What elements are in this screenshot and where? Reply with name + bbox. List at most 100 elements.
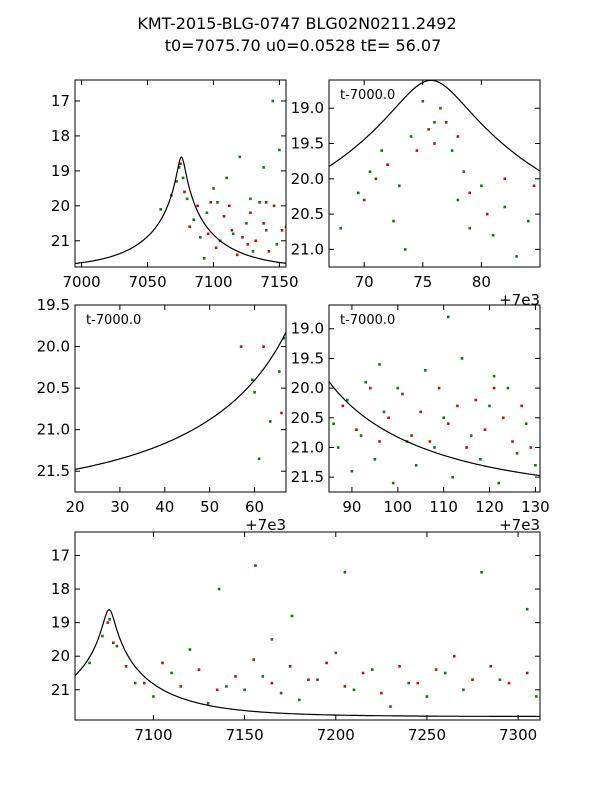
data-point — [278, 148, 281, 152]
series-green — [159, 99, 286, 260]
data-point — [511, 440, 514, 443]
x-offset-label: +7e3 — [499, 291, 540, 309]
data-point — [444, 121, 448, 124]
data-point — [257, 457, 261, 461]
data-point — [468, 191, 471, 195]
data-point — [228, 204, 231, 208]
data-point — [447, 315, 450, 319]
data-point — [170, 671, 173, 675]
y-tick-label: 19 — [51, 614, 70, 632]
data-point — [425, 695, 429, 698]
data-point — [152, 695, 155, 698]
y-tick-label: 19 — [51, 162, 70, 180]
data-point — [492, 374, 496, 378]
data-point — [181, 176, 185, 180]
data-point — [368, 170, 372, 173]
data-point — [355, 428, 358, 431]
data-point — [378, 440, 381, 443]
data-point — [196, 204, 199, 208]
data-point — [483, 428, 487, 431]
x-offset-label: +7e3 — [499, 516, 540, 534]
data-point — [179, 162, 182, 166]
x-tick-label: 130 — [521, 498, 550, 516]
data-point — [249, 197, 252, 201]
data-point — [262, 166, 265, 169]
data-point — [357, 191, 360, 195]
data-point — [398, 665, 401, 668]
data-point — [465, 446, 468, 449]
panels: 7000 7050 7100 7150 17 18 19 20 21 70 75 80 19.0 19.5… — [37, 79, 550, 744]
data-point — [252, 658, 255, 661]
y-tick-label: 19.0 — [291, 320, 324, 338]
data-point — [280, 229, 284, 232]
data-point — [334, 651, 338, 655]
data-point — [214, 246, 218, 250]
data-point — [450, 149, 454, 152]
series-green — [251, 336, 286, 461]
data-point — [275, 243, 279, 246]
data-point — [532, 184, 536, 188]
data-point — [534, 464, 537, 467]
x-tick-label: 60 — [245, 498, 264, 516]
data-point — [177, 166, 181, 169]
y-tick-label: 20.5 — [37, 379, 70, 397]
data-point — [468, 226, 471, 230]
data-point — [262, 345, 265, 348]
data-point — [159, 208, 162, 211]
data-point — [410, 434, 413, 437]
data-point — [529, 446, 533, 449]
data-point — [502, 416, 505, 420]
series-green — [88, 564, 538, 708]
data-point — [271, 99, 275, 103]
panel-middle-left: 20 30 40 50 60 19.5 20.0 20.5 21.0 21.5 t-7000.0 +7… — [37, 296, 287, 534]
data-point — [362, 198, 366, 202]
y-tick-label: 19.5 — [291, 135, 324, 153]
data-point — [284, 225, 286, 229]
data-point — [279, 691, 283, 695]
y-tick-label: 17 — [51, 547, 70, 565]
data-point — [197, 668, 201, 671]
data-point — [235, 253, 239, 257]
data-point — [380, 149, 383, 152]
data-point — [254, 564, 257, 567]
data-point — [202, 257, 206, 260]
data-point — [269, 420, 272, 423]
data-point — [343, 685, 347, 688]
x-tick-label: 90 — [342, 498, 361, 516]
data-point — [230, 229, 234, 232]
data-point — [364, 380, 367, 384]
data-point — [392, 219, 395, 223]
data-point — [217, 587, 221, 591]
data-point — [341, 404, 345, 408]
data-point — [249, 211, 252, 215]
y-tick-label: 21 — [51, 681, 70, 699]
data-point — [112, 641, 115, 645]
model-curve — [329, 381, 540, 477]
data-point — [527, 219, 530, 223]
data-point — [336, 446, 340, 449]
data-point — [525, 671, 529, 675]
model-curve — [75, 156, 286, 265]
data-point — [352, 688, 356, 692]
data-point — [415, 149, 419, 152]
data-point — [373, 458, 377, 461]
data-point — [453, 654, 456, 658]
x-tick-label: 120 — [475, 498, 504, 516]
data-point — [361, 671, 365, 675]
x-tick-label: 7150 — [260, 273, 298, 291]
data-point — [238, 155, 242, 159]
y-tick-label: 21.5 — [291, 468, 324, 486]
x-tick-label: 70 — [355, 273, 374, 291]
data-point — [264, 201, 268, 204]
data-point — [346, 398, 349, 402]
data-point — [199, 236, 202, 239]
data-point — [433, 121, 436, 124]
data-point — [433, 446, 436, 449]
data-point — [243, 688, 246, 692]
data-point — [205, 211, 209, 215]
data-point — [389, 705, 392, 708]
data-point — [264, 229, 268, 232]
panel-top-right: 70 75 80 19.0 19.5 20.0 20.5 21.0 t-7000.0 +7e3 — [291, 79, 541, 309]
data-point — [188, 225, 191, 229]
y-tick-label: 20.0 — [291, 170, 324, 188]
